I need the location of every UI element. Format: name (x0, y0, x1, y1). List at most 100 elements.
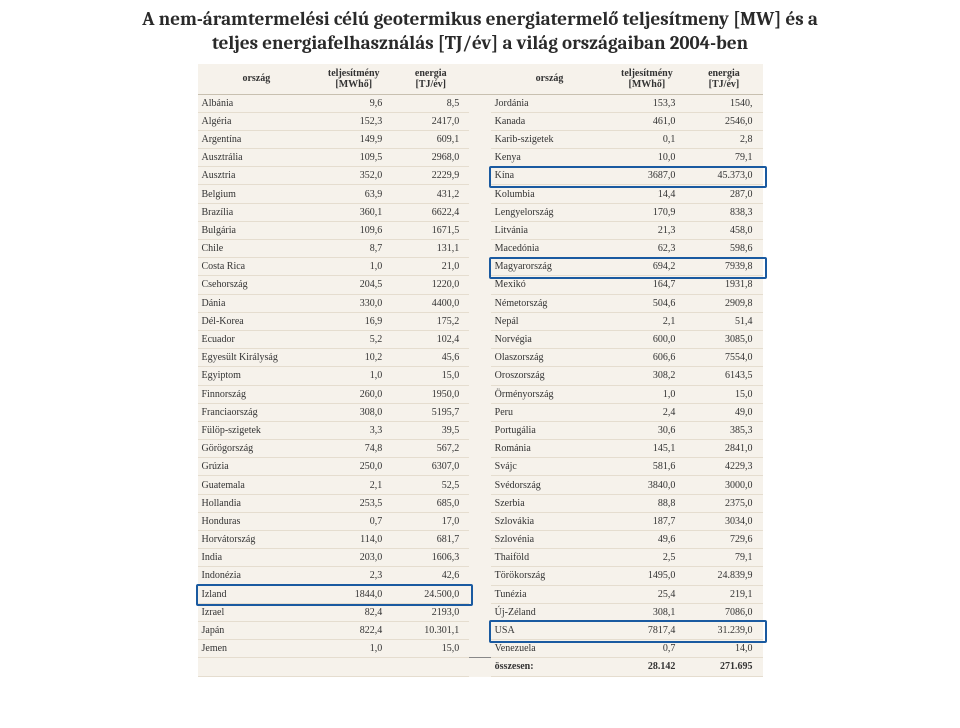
cell-energy: 2968,0 (392, 149, 469, 167)
cell-power: 153,3 (608, 94, 685, 112)
cell-country: Peru (491, 403, 609, 421)
col-energy-left: energia[TJ/év] (392, 64, 469, 95)
cell-country: Honduras (198, 512, 316, 530)
cell-country: Chile (198, 240, 316, 258)
cell-power: 62,3 (608, 240, 685, 258)
cell-country: Szlovákia (491, 512, 609, 530)
cell-energy: 6307,0 (392, 458, 469, 476)
cell-energy: 1606,3 (392, 549, 469, 567)
cell-energy: 681,7 (392, 531, 469, 549)
cell-power: 88,8 (608, 494, 685, 512)
cell-country: Oroszország (491, 367, 609, 385)
cell-power: 308,0 (315, 403, 392, 421)
table-row: Japán822,410.301,1USA7817,431.239,0 (198, 621, 763, 639)
table-row: Costa Rica1,021,0Magyarország694,27939,8 (198, 258, 763, 276)
cell-energy: 7554,0 (685, 349, 762, 367)
cell-country: Litvánia (491, 221, 609, 239)
cell-power: 74,8 (315, 440, 392, 458)
table-row: Jemen1,015,0 Venezuela0,714,0 (198, 640, 763, 658)
cell-country: Albánia (198, 94, 316, 112)
cell-energy: 2375,0 (685, 494, 762, 512)
cell-energy: 1950,0 (392, 385, 469, 403)
table-row: Grúzia250,06307,0Svájc581,64229,3 (198, 458, 763, 476)
cell-country: Franciaország (198, 403, 316, 421)
cell-power: 253,5 (315, 494, 392, 512)
cell-power: 5,2 (315, 330, 392, 348)
table-row: Dél-Korea16,9175,2Nepál2,151,4 (198, 312, 763, 330)
cell-country: Lengyelország (491, 203, 609, 221)
cell-power: 109,6 (315, 221, 392, 239)
cell-country: Izland (198, 585, 316, 603)
cell-country: Portugália (491, 421, 609, 439)
cell-country: Ausztria (198, 167, 316, 185)
table-row: Honduras0,717,0Szlovákia187,73034,0 (198, 512, 763, 530)
cell-country: Jemen (198, 640, 316, 658)
cell-power: 360,1 (315, 203, 392, 221)
cell-energy: 24.839,9 (685, 567, 762, 585)
table-row: Egyesült Királyság10,245,6Olaszország606… (198, 349, 763, 367)
cell-country: Thaiföld (491, 549, 609, 567)
cell-energy: 2,8 (685, 130, 762, 148)
cell-country: Olaszország (491, 349, 609, 367)
cell-power: 0,7 (315, 512, 392, 530)
cell-energy: 431,2 (392, 185, 469, 203)
cell-power: 170,9 (608, 203, 685, 221)
cell-energy: 42,6 (392, 567, 469, 585)
table-row: Brazília360,16622,4Lengyelország170,9838… (198, 203, 763, 221)
table-row: Franciaország308,05195,7Peru2,449,0 (198, 403, 763, 421)
table-row: Guatemala2,152,5Svédország3840,03000,0 (198, 476, 763, 494)
cell-power: 606,6 (608, 349, 685, 367)
table-row: Ausztria352,02229,9Kína3687,045.373,0 (198, 167, 763, 185)
data-table: ország teljesítmény[MWhő] energia[TJ/év]… (198, 64, 763, 677)
cell-country: Csehország (198, 276, 316, 294)
cell-energy: 52,5 (392, 476, 469, 494)
cell-energy: 6622,4 (392, 203, 469, 221)
cell-energy: 385,3 (685, 421, 762, 439)
cell-country: Kenya (491, 149, 609, 167)
cell-power: 1,0 (315, 640, 392, 658)
cell-energy: 21,0 (392, 258, 469, 276)
cell-energy: 2193,0 (392, 603, 469, 621)
cell-country: Kolumbia (491, 185, 609, 203)
cell-energy: 49,0 (685, 403, 762, 421)
cell-energy: 15,0 (392, 640, 469, 658)
cell-energy: 175,2 (392, 312, 469, 330)
table-body: Albánia9,68,5Jordánia153,31540,Algéria15… (198, 94, 763, 676)
cell-energy: 567,2 (392, 440, 469, 458)
cell-country: Algéria (198, 112, 316, 130)
cell-power: 1844,0 (315, 585, 392, 603)
cell-energy: 51,4 (685, 312, 762, 330)
cell-power: 21,3 (608, 221, 685, 239)
table-row: Belgium63,9431,2Kolumbia14,4287,0 (198, 185, 763, 203)
cell-power: 2,1 (608, 312, 685, 330)
cell-energy: 729,6 (685, 531, 762, 549)
table-row: India203,01606,3Thaiföld2,579,1 (198, 549, 763, 567)
cell-country: Izrael (198, 603, 316, 621)
cell-energy: 8,5 (392, 94, 469, 112)
cell-energy: 2841,0 (685, 440, 762, 458)
table-row: Argentína149,9609,1Karib-szigetek0,12,8 (198, 130, 763, 148)
cell-power: 308,2 (608, 367, 685, 385)
cell-power: 63,9 (315, 185, 392, 203)
cell-power: 10,0 (608, 149, 685, 167)
cell-country: Guatemala (198, 476, 316, 494)
cell-energy: 15,0 (685, 385, 762, 403)
cell-energy: 219,1 (685, 585, 762, 603)
table-row: Görögország74,8567,2Románia145,12841,0 (198, 440, 763, 458)
cell-power: 49,6 (608, 531, 685, 549)
cell-power: 2,5 (608, 549, 685, 567)
cell-country: Bulgária (198, 221, 316, 239)
sum-label: összesen: (491, 658, 609, 676)
cell-energy: 102,4 (392, 330, 469, 348)
cell-energy: 14,0 (685, 640, 762, 658)
cell-energy: 7939,8 (685, 258, 762, 276)
col-power-left: teljesítmény[MWhő] (315, 64, 392, 95)
cell-power: 0,7 (608, 640, 685, 658)
cell-country: Venezuela (491, 640, 609, 658)
data-table-wrap: ország teljesítmény[MWhő] energia[TJ/év]… (198, 64, 763, 677)
cell-power: 3,3 (315, 421, 392, 439)
cell-country: Indonézia (198, 567, 316, 585)
table-row: Chile8,7131,1Macedónia62,3598,6 (198, 240, 763, 258)
cell-power: 352,0 (315, 167, 392, 185)
cell-power: 600,0 (608, 330, 685, 348)
